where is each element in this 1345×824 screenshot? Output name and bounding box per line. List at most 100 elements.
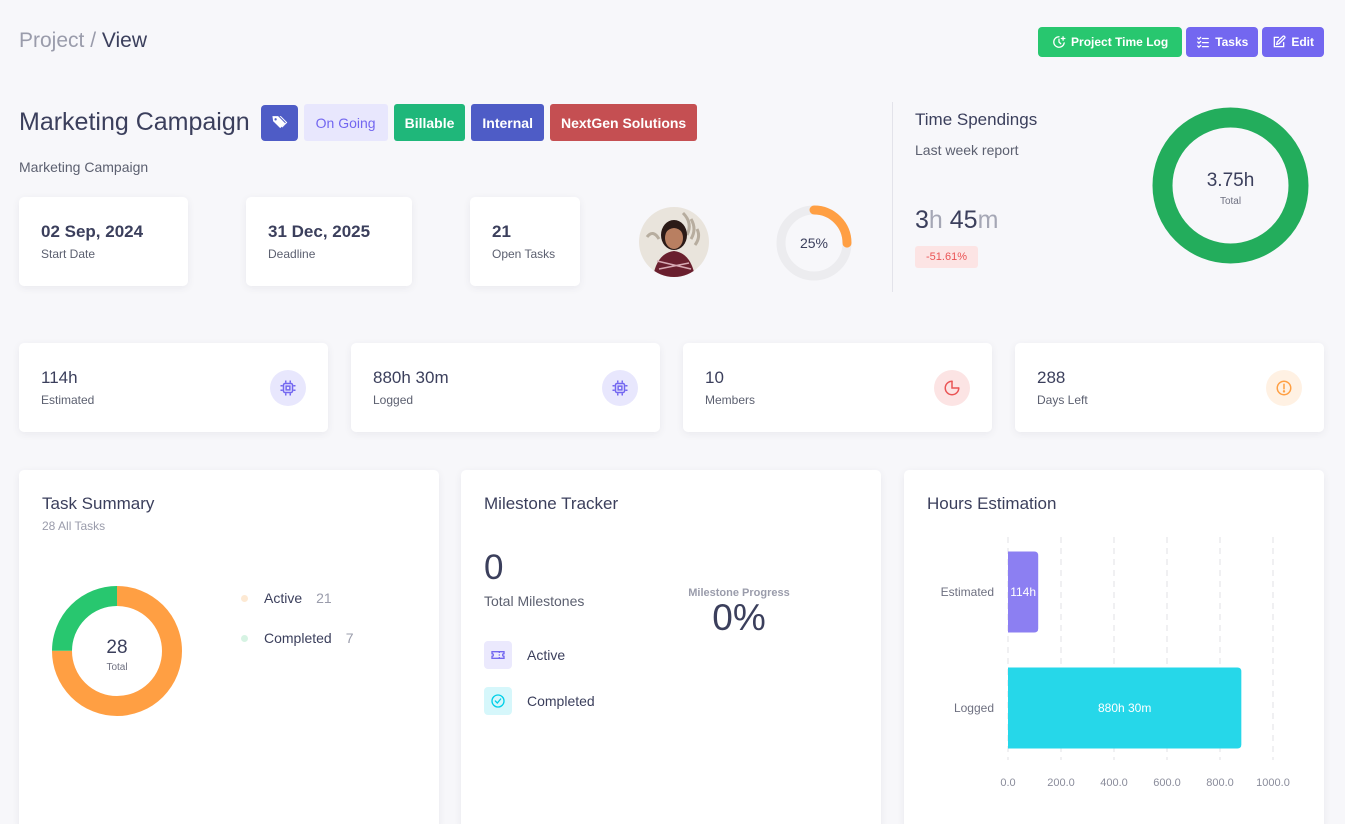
time-change-badge: -51.61% bbox=[915, 246, 978, 268]
time-spendings-title: Time Spendings bbox=[915, 110, 1038, 129]
hours-value: 3 bbox=[915, 206, 929, 234]
edit-button[interactable]: Edit bbox=[1262, 27, 1324, 57]
project-time-log-button[interactable]: Project Time Log bbox=[1038, 27, 1183, 57]
milestone-tracker-panel: Milestone Tracker 0 Total Milestones Mil… bbox=[461, 470, 881, 824]
deadline-card: 31 Dec, 2025 Deadline bbox=[246, 197, 412, 286]
milestone-active: Active bbox=[484, 641, 565, 669]
deadline-value: 31 Dec, 2025 bbox=[268, 222, 371, 241]
days-left-value: 288 bbox=[1037, 368, 1066, 387]
alert-circle-icon bbox=[1266, 370, 1302, 406]
hours-estimation-panel: Hours Estimation 0.0 200.0 400.0 600.0 800.0… bbox=[904, 470, 1324, 824]
estimated-card: 114h Estimated bbox=[19, 343, 328, 432]
project-header: Marketing Campaign On Going Billable Int… bbox=[19, 104, 698, 141]
breadcrumb-separator: / bbox=[84, 29, 102, 52]
legend-label: Active bbox=[264, 590, 303, 606]
milestone-completed-label: Completed bbox=[527, 693, 595, 709]
tags-button[interactable] bbox=[260, 104, 298, 141]
hours-estimation-chart: 0.0 200.0 400.0 600.0 800.0 1000.0 Estimated 11… bbox=[941, 537, 1290, 789]
logged-label: Logged bbox=[373, 393, 414, 407]
bar-data-label: 880h 30m bbox=[1098, 701, 1151, 715]
time-donut-label: Total bbox=[1220, 196, 1241, 207]
start-date-label: Start Date bbox=[41, 247, 96, 261]
avatar[interactable] bbox=[639, 207, 709, 277]
task-donut-label: Total bbox=[106, 662, 127, 673]
legend-dot bbox=[241, 594, 248, 602]
task-summary-panel: Task Summary 28 All Tasks 28 Total Activ… bbox=[19, 470, 439, 824]
x-tick-label: 1000.0 bbox=[1256, 777, 1290, 789]
x-tick-label: 400.0 bbox=[1100, 777, 1128, 789]
donut-segment-completed bbox=[52, 586, 182, 716]
project-title: Marketing Campaign bbox=[19, 108, 250, 136]
client-badge: NextGen Solutions bbox=[549, 104, 698, 141]
minutes-value: 45 bbox=[949, 206, 978, 234]
tasks-button[interactable]: Tasks bbox=[1186, 27, 1259, 57]
type-badge: Internal bbox=[471, 104, 544, 141]
logged-value: 880h 30m bbox=[373, 368, 449, 387]
open-tasks-card: 21 Open Tasks bbox=[470, 197, 580, 286]
cpu-icon bbox=[602, 370, 638, 406]
project-time-log-label: Project Time Log bbox=[1071, 35, 1169, 49]
minutes-unit: m bbox=[977, 206, 999, 234]
billing-badge: Billable bbox=[393, 104, 466, 141]
members-label: Members bbox=[705, 393, 756, 407]
milestone-total-label: Total Milestones bbox=[484, 593, 585, 609]
category-label: Logged bbox=[954, 701, 994, 715]
legend-dot bbox=[241, 634, 248, 642]
status-badge: On Going bbox=[303, 104, 388, 141]
legend-label: Completed bbox=[264, 630, 332, 646]
x-tick-label: 800.0 bbox=[1206, 777, 1234, 789]
progress-label: 25% bbox=[800, 235, 828, 251]
milestone-progress-label: Milestone Progress bbox=[688, 587, 790, 599]
milestone-active-label: Active bbox=[527, 647, 566, 663]
estimated-value: 114h bbox=[41, 368, 78, 387]
x-tick-label: 0.0 bbox=[1000, 777, 1015, 789]
edit-icon bbox=[1274, 35, 1286, 48]
task-summary-title: Task Summary bbox=[42, 494, 155, 513]
time-spendings-value: 3h 45m bbox=[915, 206, 998, 235]
bar-estimated bbox=[1008, 551, 1039, 633]
pie-chart-icon bbox=[934, 370, 970, 406]
header-actions: Project Time Log Tasks Edit bbox=[1038, 27, 1324, 57]
task-summary-subtitle: 28 All Tasks bbox=[42, 519, 106, 533]
bar-logged bbox=[1008, 667, 1242, 749]
members-value: 10 bbox=[705, 368, 724, 387]
cpu-icon bbox=[270, 370, 306, 406]
milestone-title: Milestone Tracker bbox=[484, 494, 619, 513]
time-donut-ring bbox=[1152, 107, 1309, 264]
deadline-label: Deadline bbox=[268, 247, 316, 261]
tags-icon bbox=[272, 116, 287, 129]
start-date-value: 02 Sep, 2024 bbox=[41, 222, 144, 241]
project-description: Marketing Campaign bbox=[19, 159, 149, 175]
logged-card: 880h 30m Logged bbox=[351, 343, 660, 432]
milestone-total: 0 bbox=[484, 548, 504, 587]
clock-plus-icon bbox=[1053, 36, 1066, 48]
breadcrumb: Project / View bbox=[19, 29, 147, 53]
legend-item-completed: Completed 7 bbox=[241, 630, 354, 646]
estimated-label: Estimated bbox=[41, 393, 95, 407]
list-check-icon bbox=[1197, 36, 1210, 49]
divider bbox=[892, 102, 893, 292]
time-spendings-donut: 3.75h Total bbox=[1152, 107, 1309, 264]
members-card: 10 Members bbox=[683, 343, 992, 432]
legend-item-active: Active 21 bbox=[241, 590, 332, 606]
hours-unit: h bbox=[928, 206, 943, 234]
x-tick-label: 200.0 bbox=[1047, 777, 1075, 789]
open-tasks-value: 21 bbox=[492, 222, 511, 241]
breadcrumb-parent[interactable]: Project bbox=[19, 29, 85, 52]
project-progress-ring: 25% bbox=[776, 205, 852, 281]
start-date-card: 02 Sep, 2024 Start Date bbox=[19, 197, 188, 286]
legend-count: 21 bbox=[316, 590, 332, 606]
tasks-label: Tasks bbox=[1215, 35, 1249, 49]
task-donut-total: 28 bbox=[106, 637, 127, 658]
progress-arc bbox=[776, 205, 852, 281]
edit-label: Edit bbox=[1291, 35, 1314, 49]
open-tasks-label: Open Tasks bbox=[492, 247, 556, 261]
bar-data-label: 114h bbox=[1010, 585, 1036, 599]
ticket-icon bbox=[484, 641, 512, 669]
breadcrumb-current: View bbox=[101, 29, 148, 52]
legend-count: 7 bbox=[345, 630, 354, 646]
task-summary-donut: 28 Total bbox=[52, 586, 182, 716]
check-circle-icon bbox=[484, 687, 512, 715]
days-left-label: Days Left bbox=[1037, 393, 1088, 407]
time-donut-value: 3.75h bbox=[1207, 170, 1255, 191]
